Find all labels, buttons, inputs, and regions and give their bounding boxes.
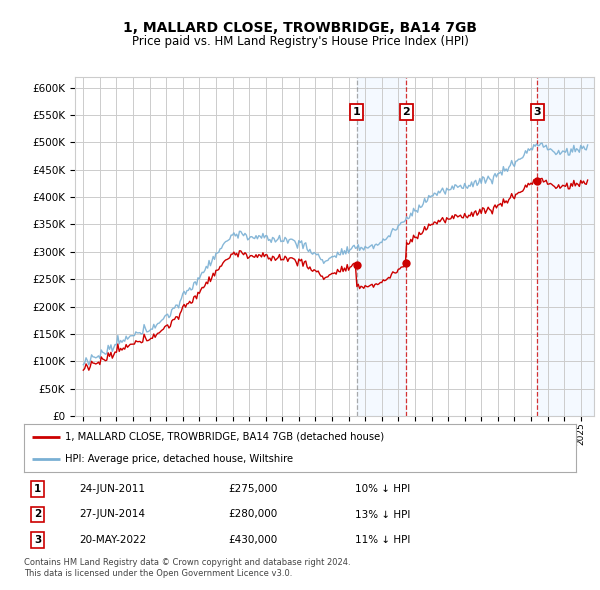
Text: 24-JUN-2011: 24-JUN-2011 <box>79 484 145 494</box>
Text: 1, MALLARD CLOSE, TROWBRIDGE, BA14 7GB: 1, MALLARD CLOSE, TROWBRIDGE, BA14 7GB <box>123 21 477 35</box>
Text: Price paid vs. HM Land Registry's House Price Index (HPI): Price paid vs. HM Land Registry's House … <box>131 35 469 48</box>
Text: HPI: Average price, detached house, Wiltshire: HPI: Average price, detached house, Wilt… <box>65 454 293 464</box>
Text: 11% ↓ HPI: 11% ↓ HPI <box>355 535 410 545</box>
Text: 10% ↓ HPI: 10% ↓ HPI <box>355 484 410 494</box>
Text: 3: 3 <box>533 107 541 117</box>
Text: £430,000: £430,000 <box>228 535 277 545</box>
Text: 20-MAY-2022: 20-MAY-2022 <box>79 535 146 545</box>
Text: 3: 3 <box>34 535 41 545</box>
Text: 2: 2 <box>403 107 410 117</box>
Text: 1, MALLARD CLOSE, TROWBRIDGE, BA14 7GB (detached house): 1, MALLARD CLOSE, TROWBRIDGE, BA14 7GB (… <box>65 432 385 442</box>
Text: £275,000: £275,000 <box>228 484 278 494</box>
Text: 1: 1 <box>34 484 41 494</box>
Text: £280,000: £280,000 <box>228 510 277 519</box>
Text: 1: 1 <box>353 107 361 117</box>
Text: 13% ↓ HPI: 13% ↓ HPI <box>355 510 410 519</box>
Text: 2: 2 <box>34 510 41 519</box>
Bar <box>537 77 594 416</box>
Text: Contains HM Land Registry data © Crown copyright and database right 2024.: Contains HM Land Registry data © Crown c… <box>24 558 350 566</box>
Bar <box>356 77 406 416</box>
Text: 27-JUN-2014: 27-JUN-2014 <box>79 510 145 519</box>
Text: This data is licensed under the Open Government Licence v3.0.: This data is licensed under the Open Gov… <box>24 569 292 578</box>
